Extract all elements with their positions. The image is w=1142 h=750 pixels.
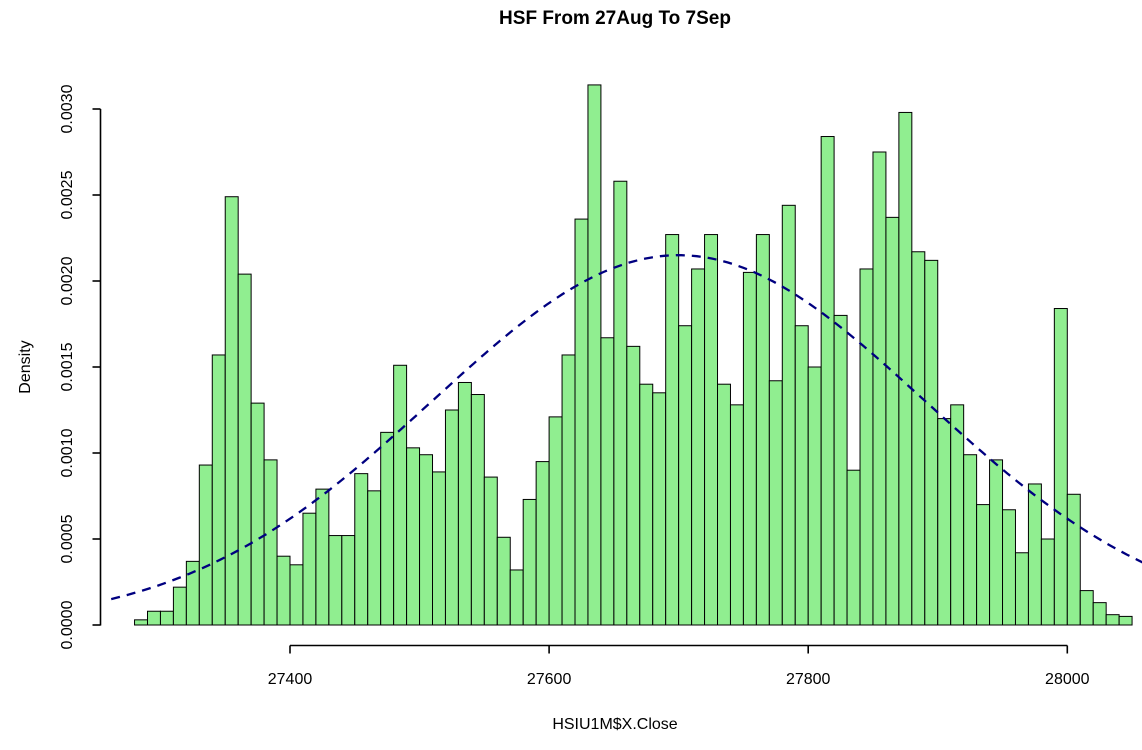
histogram-bar: [613, 180, 628, 626]
histogram-bar: [859, 268, 874, 626]
histogram-bar: [263, 459, 278, 626]
histogram-bar: [509, 569, 524, 626]
x-tick-label: 27600: [527, 671, 572, 688]
histogram-bar: [1002, 509, 1016, 626]
histogram-bar: [729, 404, 744, 626]
y-axis-label: Density: [17, 340, 34, 393]
histogram-bar: [380, 431, 395, 626]
x-axis-label: HSIU1M$X.Close: [552, 716, 677, 733]
histogram-bar: [691, 268, 706, 626]
x-tick-label: 28000: [1045, 671, 1090, 688]
histogram-bar: [328, 535, 343, 626]
histogram-bar: [963, 454, 978, 626]
histogram-bar: [665, 234, 680, 626]
histogram-bar: [341, 535, 356, 626]
histogram-bar: [742, 271, 757, 626]
histogram-bar: [1092, 602, 1107, 626]
y-tick-label: 0.0020: [59, 256, 76, 305]
histogram-bar: [457, 381, 472, 626]
histogram-bar: [211, 354, 226, 626]
density-curve: [110, 254, 1142, 601]
histogram-bar: [755, 234, 770, 626]
histogram-bar: [872, 151, 887, 626]
histogram-bar: [924, 259, 939, 626]
histogram-bar: [898, 111, 913, 626]
histogram-bar: [224, 196, 239, 626]
histogram-bar: [717, 383, 731, 626]
histogram-bar: [483, 476, 498, 626]
histogram-bar: [250, 402, 265, 626]
y-tick-label: 0.0025: [59, 170, 76, 219]
histogram-bar: [846, 469, 861, 626]
histogram-bar: [172, 586, 187, 626]
histogram-bar: [1066, 493, 1081, 626]
histogram-bar: [885, 216, 900, 626]
histogram-bar: [198, 464, 213, 626]
x-tick-label: 27800: [786, 671, 831, 688]
histogram-bar: [937, 418, 952, 626]
histogram-bar: [134, 619, 148, 626]
histogram-bar: [289, 564, 304, 626]
histogram-bar: [1079, 590, 1094, 626]
histogram-bar: [768, 380, 783, 626]
histogram-bar: [1040, 538, 1055, 626]
histogram-bar: [302, 512, 317, 626]
y-tick-label: 0.0015: [59, 342, 76, 391]
histogram-bar: [432, 471, 446, 626]
chart-title: HSF From 27Aug To 7Sep: [499, 8, 731, 29]
histogram-bar: [794, 325, 809, 626]
histogram-bar: [367, 490, 382, 626]
histogram-bar: [470, 394, 485, 626]
histogram-bar: [820, 136, 835, 626]
y-tick-label: 0.0000: [59, 600, 76, 649]
histogram-bar: [561, 354, 576, 626]
histogram-bar: [600, 337, 615, 626]
histogram-bar: [1053, 308, 1068, 626]
histogram-bar: [185, 560, 200, 626]
histogram-bar: [548, 416, 563, 626]
histogram-bar: [976, 504, 991, 626]
histogram-bars: [134, 84, 1133, 626]
histogram-bar: [1105, 614, 1120, 626]
histogram-bar: [522, 498, 537, 626]
histogram-bar: [950, 404, 965, 626]
histogram-bar: [678, 325, 693, 626]
histogram-bar: [911, 251, 926, 626]
histogram-bar: [704, 234, 719, 626]
histogram-bar: [989, 459, 1004, 626]
y-tick-label: 0.0030: [59, 84, 76, 133]
histogram-bar: [1014, 552, 1029, 626]
histogram-bar: [626, 345, 641, 626]
histogram-bar: [393, 364, 408, 626]
histogram-bar: [807, 366, 822, 626]
histogram-bar: [781, 204, 796, 626]
histogram-bar: [315, 488, 330, 626]
histogram-bar: [419, 454, 434, 626]
histogram-bar: [535, 461, 550, 626]
histogram-bar: [1027, 483, 1042, 626]
histogram-bar: [406, 447, 421, 626]
histogram-bar: [1118, 615, 1133, 626]
histogram-bar: [147, 610, 161, 626]
histogram-bar: [237, 273, 252, 626]
y-tick-label: 0.0005: [59, 514, 76, 563]
density-curve-line: [110, 254, 1142, 601]
y-tick-label: 0.0010: [59, 428, 76, 477]
histogram-bar: [159, 610, 174, 626]
histogram-bar: [639, 383, 654, 626]
axes: 0.0000 0.0005 0.0010 0.0015 0.0020 0.0025 0.00…: [59, 84, 1090, 688]
histogram-bar: [587, 84, 602, 626]
histogram-bar: [444, 409, 459, 626]
histogram-bar: [496, 536, 511, 626]
histogram-bar: [276, 555, 291, 626]
histogram-bar: [652, 392, 667, 626]
x-tick-label: 27400: [268, 671, 313, 688]
histogram-bar: [354, 473, 369, 626]
histogram-bar: [833, 314, 848, 626]
